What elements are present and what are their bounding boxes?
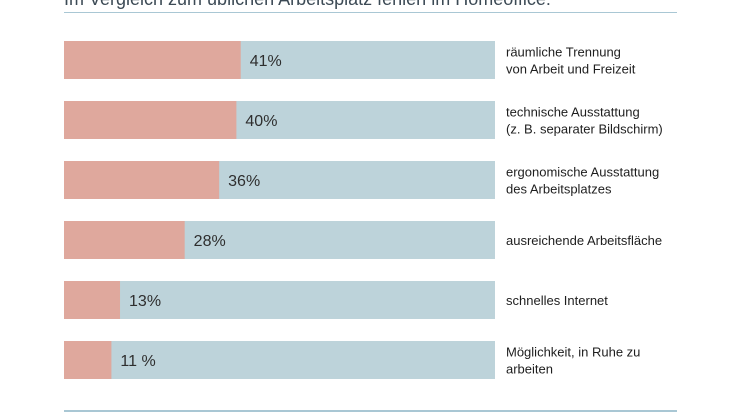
category-label-3-line-1: ergonomische Ausstattung bbox=[506, 165, 659, 180]
bar-1 bbox=[64, 41, 241, 79]
chart-title: Im Vergleich zum üblichen Arbeitsplatz f… bbox=[64, 0, 704, 9]
category-label-1-line-2: von Arbeit und Freizeit bbox=[506, 62, 636, 77]
bar-4 bbox=[64, 221, 185, 259]
bar-5 bbox=[64, 281, 121, 319]
bottom-divider bbox=[64, 410, 677, 412]
bar-value-label-5: 13% bbox=[129, 293, 161, 310]
top-divider bbox=[64, 12, 677, 13]
bar-value-label-2: 40% bbox=[245, 113, 277, 130]
category-label-5-line-1: schnelles Internet bbox=[506, 293, 608, 308]
category-label-1-line-1: räumliche Trennung bbox=[506, 45, 621, 60]
bar-track-5 bbox=[64, 281, 495, 319]
category-label-3-line-2: des Arbeitsplatzes bbox=[506, 182, 612, 197]
category-label-2-line-1: technische Ausstattung bbox=[506, 105, 640, 120]
bar-value-label-6: 11 % bbox=[120, 353, 155, 370]
category-label-2-line-2: (z. B. separater Bildschirm) bbox=[506, 122, 663, 137]
bar-6 bbox=[64, 341, 112, 379]
bar-value-label-4: 28% bbox=[194, 233, 226, 250]
bar-3 bbox=[64, 161, 220, 199]
category-label-6-line-1: Möglichkeit, in Ruhe zu bbox=[506, 345, 640, 360]
bar-value-label-1: 41% bbox=[250, 53, 282, 70]
bar-track-6 bbox=[64, 341, 495, 379]
category-label-4-line-1: ausreichende Arbeitsfläche bbox=[506, 233, 662, 248]
bar-value-label-3: 36% bbox=[228, 173, 260, 190]
category-label-6-line-2: arbeiten bbox=[506, 362, 553, 377]
bar-2 bbox=[64, 101, 237, 139]
